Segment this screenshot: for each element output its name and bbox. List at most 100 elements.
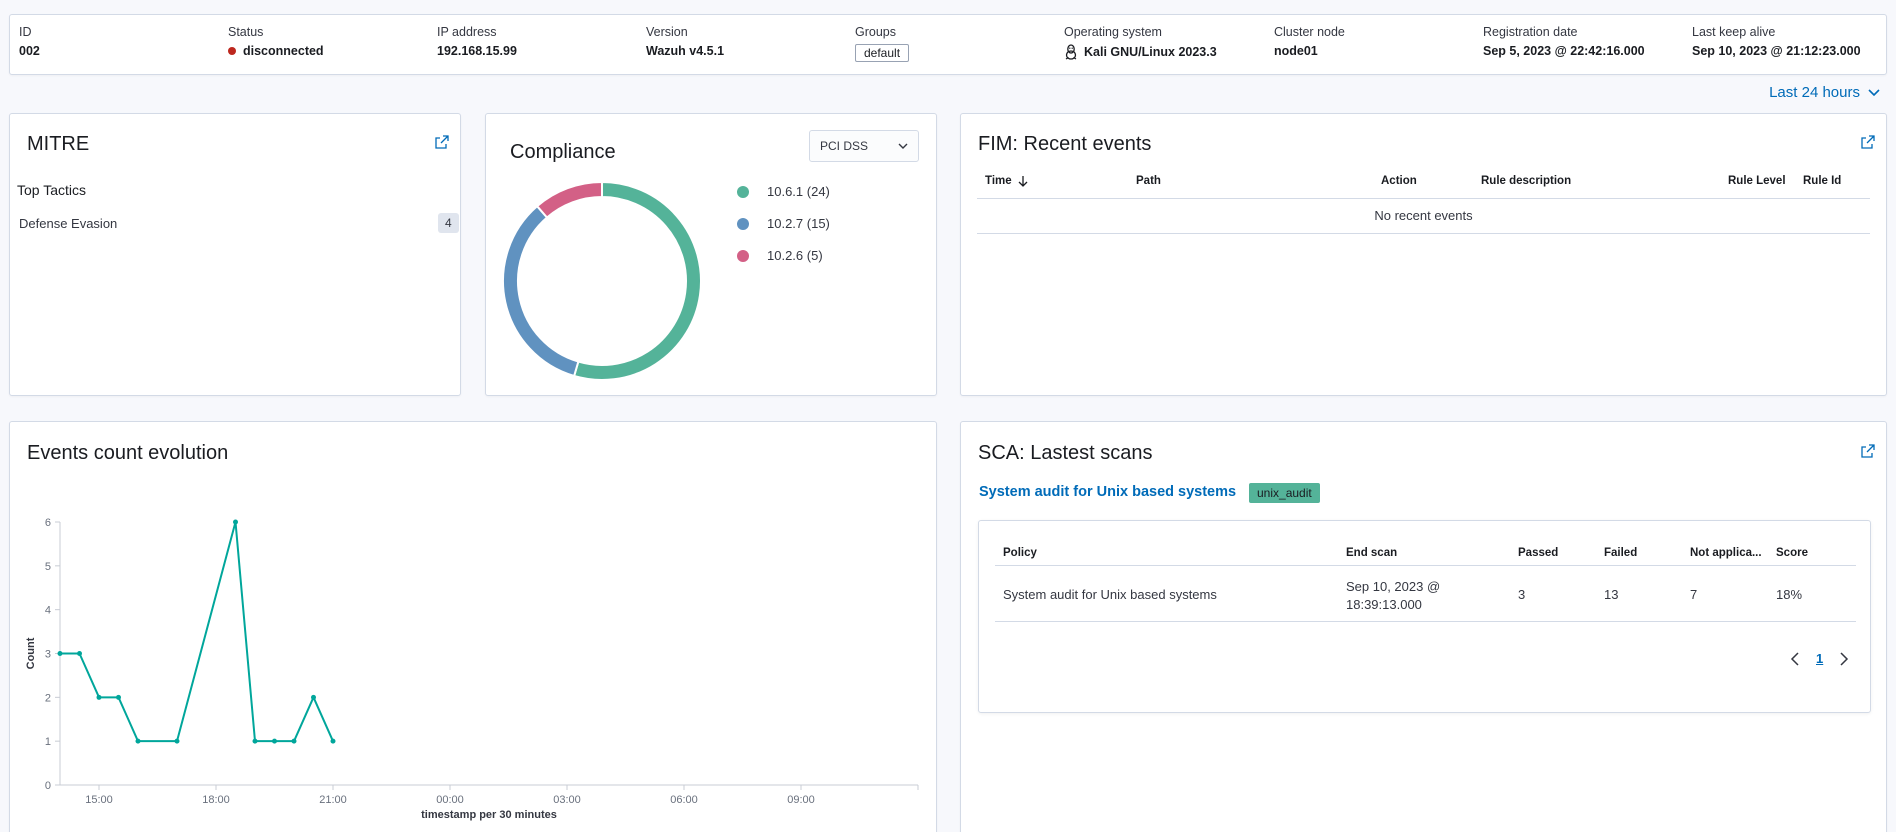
legend-label: 10.2.7 (15) bbox=[767, 216, 830, 231]
compliance-title: Compliance bbox=[510, 141, 616, 163]
data-point[interactable] bbox=[57, 651, 63, 656]
y-tick-label: 4 bbox=[45, 605, 51, 617]
external-link-icon[interactable] bbox=[1860, 134, 1876, 150]
tactic-count-badge: 4 bbox=[438, 213, 459, 233]
sca-policy-link[interactable]: System audit for Unix based systems bbox=[979, 484, 1237, 500]
sca-row-end-scan: Sep 10, 2023 @ 18:39:13.000 bbox=[1346, 578, 1440, 614]
data-point[interactable] bbox=[272, 738, 277, 744]
divider bbox=[977, 233, 1870, 234]
legend-item-10-6-1[interactable]: 10.6.1 (24) bbox=[737, 184, 830, 199]
sca-col-end-scan[interactable]: End scan bbox=[1346, 547, 1398, 559]
fim-col-action[interactable]: Action bbox=[1381, 175, 1417, 187]
agent-os-label: Operating system bbox=[1064, 25, 1162, 39]
agent-ip-value: 192.168.15.99 bbox=[437, 44, 517, 58]
data-point[interactable] bbox=[116, 694, 121, 700]
external-link-icon[interactable] bbox=[1860, 443, 1876, 459]
x-tick-label: 09:00 bbox=[787, 794, 815, 806]
status-dot-icon bbox=[228, 47, 236, 55]
fim-col-rule-description[interactable]: Rule description bbox=[1481, 175, 1572, 187]
x-tick-label: 18:00 bbox=[202, 794, 230, 806]
chevron-down-icon bbox=[898, 143, 908, 149]
fim-col-rule-id[interactable]: Rule Id bbox=[1803, 175, 1842, 187]
data-point[interactable] bbox=[330, 738, 336, 744]
tactic-label: Defense Evasion bbox=[19, 216, 118, 231]
sca-col-passed[interactable]: Passed bbox=[1518, 547, 1559, 559]
donut-slice-10.6.1[interactable] bbox=[572, 180, 702, 381]
agent-registration-label: Registration date bbox=[1483, 25, 1578, 39]
data-point[interactable] bbox=[174, 738, 180, 744]
sca-row-passed: 3 bbox=[1518, 587, 1526, 602]
donut-slice-10.2.7[interactable] bbox=[502, 204, 580, 378]
legend-item-10-2-6[interactable]: 10.2.6 (5) bbox=[737, 248, 823, 263]
data-point[interactable] bbox=[77, 651, 82, 656]
x-tick-label: 00:00 bbox=[436, 794, 464, 806]
mitre-title: MITRE bbox=[27, 133, 90, 155]
donut-slice-10.2.6[interactable] bbox=[535, 180, 603, 219]
agent-ip-label: IP address bbox=[437, 25, 497, 39]
legend-item-10-2-7[interactable]: 10.2.7 (15) bbox=[737, 216, 830, 231]
divider bbox=[995, 565, 1856, 566]
compliance-select-value: PCI DSS bbox=[820, 139, 869, 153]
compliance-standard-select[interactable]: PCI DSS bbox=[809, 130, 919, 162]
agent-status-value-wrap: disconnected bbox=[228, 44, 324, 58]
events-line-chart: 0 1 2 3 4 5 6 15:00 18:00 21:00 00:00 03:00 06:00 09:… bbox=[25, 517, 919, 821]
fim-col-time[interactable]: Time bbox=[985, 175, 1028, 187]
fim-col-rule-level[interactable]: Rule Level bbox=[1728, 175, 1786, 187]
sca-col-score[interactable]: Score bbox=[1776, 547, 1808, 559]
legend-dot-icon bbox=[737, 217, 749, 230]
sca-panel: SCA: Lastest scans System audit for Unix… bbox=[960, 421, 1887, 832]
agent-keepalive-label: Last keep alive bbox=[1692, 25, 1776, 39]
sca-col-not-applicable[interactable]: Not applica... bbox=[1690, 547, 1762, 559]
sca-table-row[interactable]: System audit for Unix based systems Sep … bbox=[995, 566, 1856, 621]
external-link-icon[interactable] bbox=[434, 134, 450, 150]
agent-status-value: disconnected bbox=[243, 44, 324, 58]
agent-keepalive: Last keep alive Sep 10, 2023 @ 21:12:23.… bbox=[1692, 25, 1861, 58]
data-point[interactable] bbox=[135, 738, 141, 744]
sca-col-policy[interactable]: Policy bbox=[1003, 547, 1037, 559]
data-point[interactable] bbox=[311, 694, 316, 700]
agent-id: ID 002 bbox=[19, 25, 40, 58]
policy-id-badge: unix_audit bbox=[1249, 483, 1320, 503]
time-range-picker[interactable]: Last 24 hours bbox=[1769, 84, 1880, 101]
data-point[interactable] bbox=[96, 694, 102, 700]
mitre-panel: MITRE Top Tactics Defense Evasion 4 bbox=[9, 113, 461, 396]
data-point[interactable] bbox=[233, 519, 238, 525]
x-tick-label: 03:00 bbox=[553, 794, 581, 806]
group-badge[interactable]: default bbox=[855, 44, 910, 62]
pagination-page-1[interactable]: 1 bbox=[1816, 651, 1824, 666]
events-title: Events count evolution bbox=[27, 442, 229, 464]
agent-version: Version Wazuh v4.5.1 bbox=[646, 25, 724, 58]
agent-ip: IP address 192.168.15.99 bbox=[437, 25, 517, 58]
agent-status: Status disconnected bbox=[228, 25, 324, 58]
fim-col-path[interactable]: Path bbox=[1136, 175, 1161, 187]
agent-cluster-value: node01 bbox=[1274, 44, 1318, 58]
legend-dot-icon bbox=[737, 185, 749, 198]
agent-os-value-wrap: Kali GNU/Linux 2023.3 bbox=[1064, 44, 1217, 60]
legend-label: 10.2.6 (5) bbox=[767, 248, 823, 263]
agent-id-value: 002 bbox=[19, 44, 40, 58]
divider bbox=[977, 198, 1870, 199]
agent-os: Operating system Kali GNU/Linux 2023.3 bbox=[1064, 25, 1217, 60]
x-axis-title: timestamp per 30 minutes bbox=[421, 809, 557, 821]
x-tick-label: 21:00 bbox=[319, 794, 347, 806]
data-point[interactable] bbox=[252, 738, 258, 744]
divider bbox=[995, 621, 1856, 622]
pagination-next-icon[interactable] bbox=[1839, 652, 1849, 666]
y-tick-label: 3 bbox=[45, 649, 51, 661]
sca-row-failed: 13 bbox=[1604, 587, 1619, 602]
sca-table-card: Policy End scan Passed Failed Not applic… bbox=[978, 520, 1871, 713]
legend-label: 10.6.1 (24) bbox=[767, 184, 830, 199]
agent-status-label: Status bbox=[228, 25, 264, 39]
data-point[interactable] bbox=[291, 738, 297, 744]
fim-title: FIM: Recent events bbox=[978, 133, 1152, 155]
tactic-list-item[interactable]: Defense Evasion 4 bbox=[19, 213, 461, 235]
sca-row-not-applicable: 7 bbox=[1690, 587, 1698, 602]
linux-penguin-icon bbox=[1065, 44, 1077, 60]
y-tick-label: 2 bbox=[45, 692, 51, 704]
sca-col-failed[interactable]: Failed bbox=[1604, 547, 1638, 559]
agent-os-value: Kali GNU/Linux 2023.3 bbox=[1084, 45, 1217, 59]
pagination-prev-icon[interactable] bbox=[1790, 652, 1800, 666]
events-panel: Events count evolution 0 1 2 3 4 5 6 15:00 18:00… bbox=[9, 421, 937, 832]
agent-groups: Groups default bbox=[855, 25, 910, 62]
series-line-count bbox=[60, 521, 334, 743]
